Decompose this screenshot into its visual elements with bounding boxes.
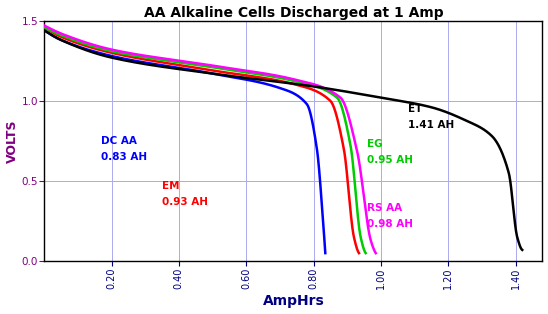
X-axis label: AmpHrs: AmpHrs	[262, 295, 324, 308]
Text: RS AA: RS AA	[367, 203, 403, 213]
Text: DC AA: DC AA	[101, 136, 138, 146]
Text: 1.41 AH: 1.41 AH	[408, 120, 454, 130]
Text: EM: EM	[162, 181, 180, 191]
Text: 0.95 AH: 0.95 AH	[367, 155, 413, 165]
Text: EG: EG	[367, 139, 383, 149]
Y-axis label: VOLTS: VOLTS	[5, 119, 19, 163]
Text: 0.98 AH: 0.98 AH	[367, 219, 413, 229]
Text: 0.93 AH: 0.93 AH	[162, 197, 208, 207]
Text: ET: ET	[408, 104, 422, 114]
Text: 0.83 AH: 0.83 AH	[101, 152, 147, 162]
Title: AA Alkaline Cells Discharged at 1 Amp: AA Alkaline Cells Discharged at 1 Amp	[144, 6, 443, 19]
